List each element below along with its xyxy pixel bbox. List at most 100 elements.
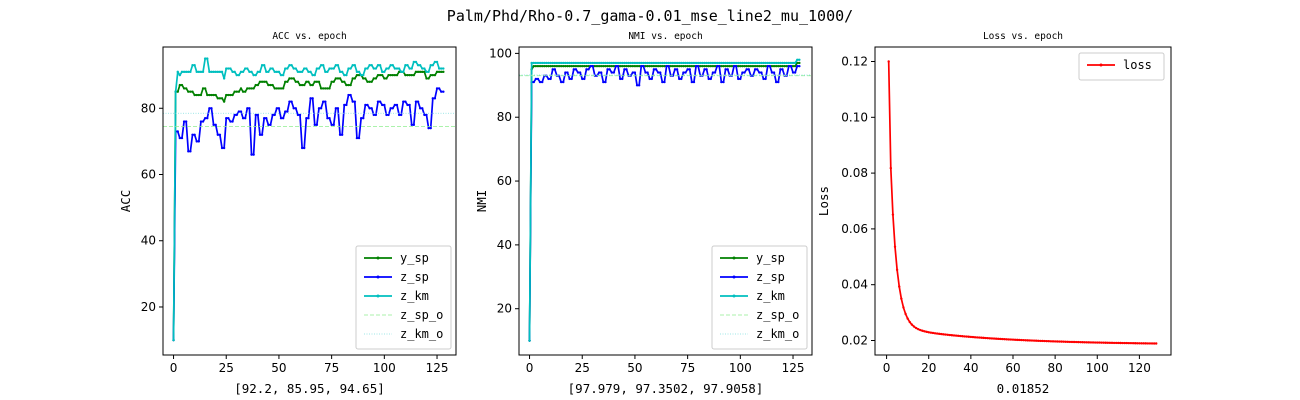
data-point-y_sp [425,77,428,80]
data-point-z_sp [741,71,744,74]
data-point-z_km [568,61,571,65]
data-point-y_sp [374,77,378,80]
data-point-z_km [576,61,580,65]
data-point-z_sp [726,68,729,71]
data-point-loss [965,335,968,338]
data-point-loss [1034,339,1038,342]
legend: y_sp z_sp z_km z_sp_o z_km_o [355,245,452,350]
x-tick-label: 125 [426,361,449,375]
data-point-loss [950,334,954,337]
data-point-loss [1119,341,1122,345]
data-point-y_sp [755,64,759,68]
data-point-z_km [612,61,616,65]
data-point-z_sp [564,71,567,74]
data-point-y_sp [189,90,192,93]
data-point-y_sp [644,64,647,68]
data-point-z_sp [774,80,778,84]
data-point-y_sp [566,64,569,68]
data-point-z_sp [267,123,270,127]
data-point-z_km [633,61,637,65]
data-point-z_km [305,67,308,70]
data-point-y_sp [562,64,565,68]
data-point-y_sp [532,64,535,68]
data-point-z_km [720,61,723,65]
subplot-3: Loss vs. epoch 0 20 40 60 80 100 120 0.02 0.04 0.0… [816,31,1172,396]
data-point-z_km [671,61,675,65]
data-point-loss [1037,339,1040,343]
data-point-y_sp [313,80,316,83]
data-point-z_sp [286,110,289,113]
data-point-y_sp [762,64,765,68]
data-point-z_km [317,67,321,70]
data-point-z_sp [587,68,590,71]
data-point-loss [1003,338,1006,341]
data-point-z_km [774,61,778,65]
data-point-loss [1043,339,1046,343]
data-point-z_sp [246,107,249,110]
axes-frame [162,46,457,356]
data-point-y_sp [536,64,540,68]
data-point-z_km [182,70,186,74]
data-point-z_km [393,67,397,70]
data-point-z_sp [644,71,647,74]
data-point-loss [895,268,899,272]
data-point-y_sp [707,64,710,68]
data-point-z_km [227,67,230,70]
data-point-y_sp [353,77,357,80]
data-point-z_km [231,70,234,74]
data-point-z_km [362,73,365,77]
data-point-z_sp [279,117,283,120]
data-point-z_sp [187,150,190,153]
data-point-y_sp [663,64,666,68]
data-point-z_sp [705,68,708,71]
data-point-z_km [199,70,203,74]
data-point-loss [967,335,970,338]
data-point-z_sp [551,68,554,71]
legend-label-z_km_o: z_km_o [756,327,799,341]
data-point-y_sp [378,73,382,77]
data-point-z_sp [616,64,620,68]
data-point-y_sp [309,83,312,87]
series-line-loss [887,61,1157,345]
data-point-y_sp [720,64,723,68]
data-point-y_sp [368,80,371,83]
data-point-z_km [777,61,780,65]
data-point-z_sp [768,64,772,68]
data-point-z_km [330,67,333,70]
legend-label-z_sp: z_sp [756,270,785,284]
data-point-z_sp [766,64,769,68]
data-point-y_sp [252,87,255,90]
data-point-z_km [585,61,588,65]
data-point-y_sp [610,64,613,68]
data-point-loss [952,334,956,337]
data-point-z_km [618,61,622,65]
data-point-z_sp [334,107,338,110]
data-point-z_sp [235,113,238,117]
data-point-z_sp [288,100,291,103]
data-point-loss [925,330,928,334]
data-point-z_sp [614,64,618,68]
data-point-z_km [562,61,565,65]
data-point-z_km [252,73,255,77]
data-point-y_sp [193,93,196,97]
data-point-z_sp [625,68,628,71]
data-point-z_km [707,61,710,65]
data-point-z_sp [229,120,232,123]
data-point-y_sp [581,64,584,68]
data-point-z_sp [665,64,668,68]
x-axis-label: 0.01852 [997,381,1050,396]
data-point-y_sp [317,80,321,83]
x-tick-label: 50 [271,361,286,375]
data-point-z_km [715,61,719,65]
data-point-z_km [229,67,232,70]
x-tick-label: 100 [1086,361,1109,375]
data-point-z_km [675,61,679,65]
data-point-z_sp [581,77,584,81]
data-point-z_sp [715,64,719,68]
data-point-loss [898,285,901,288]
legend-frame [1078,52,1165,81]
legend: y_sp z_sp z_km z_sp_o z_km_o [711,245,808,350]
data-point-z_sp [423,113,426,117]
data-point-y_sp [328,87,331,90]
data-point-y_sp [326,87,329,90]
